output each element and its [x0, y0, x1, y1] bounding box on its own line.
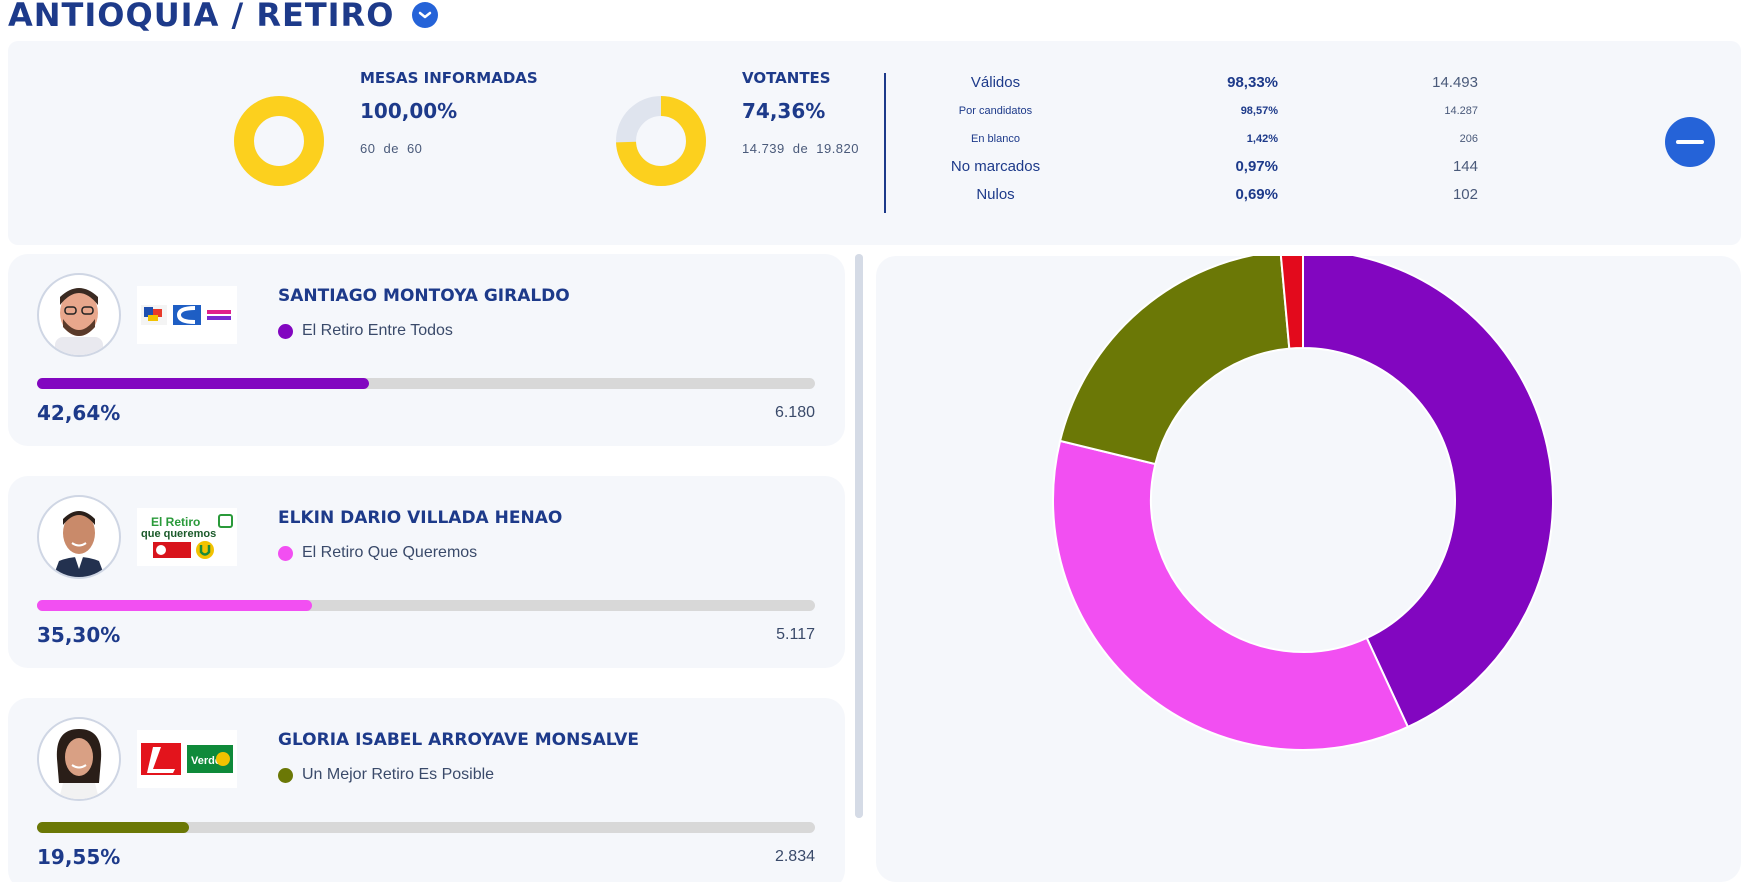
breakdown-votes: 206 [1459, 133, 1478, 145]
party-logo: El Retiro que queremos [137, 508, 237, 566]
party-color-dot [278, 545, 293, 561]
divider [884, 73, 886, 213]
logo-text: El Retiro [151, 515, 200, 529]
vote-share-fill [37, 822, 190, 833]
chevron-down-icon [419, 11, 432, 19]
candidate-party: El Retiro Entre Todos [278, 322, 453, 340]
results-chart-panel [876, 256, 1741, 882]
breakdown-label: En blanco [971, 133, 1020, 145]
mesas-ring-chart [234, 96, 324, 186]
candidate-party: Un Mejor Retiro Es Posible [278, 766, 494, 784]
votantes-total: 19.820 [816, 141, 859, 156]
coalition-logos-icon [141, 305, 233, 325]
breakdown-votes: 14.493 [1432, 74, 1478, 91]
party-logo [137, 286, 237, 344]
candidate-photo-icon [53, 511, 105, 577]
votantes-stat: VOTANTES 74,36% 14.739 de 19.820 [742, 69, 867, 156]
donut-slice-2[interactable] [1058, 256, 1291, 466]
votantes-ring-chart [616, 96, 706, 186]
breakdown-label: Válidos [970, 74, 1021, 91]
scrollbar-thumb[interactable] [855, 254, 863, 818]
el-retiro-que-queremos-logo-icon: El Retiro que queremos [141, 514, 233, 559]
candidate-name: ELKIN DARIO VILLADA HENAO [278, 508, 563, 528]
page-title: ANTIOQUIA / RETIRO [8, 0, 395, 34]
logo-text: que queremos [141, 528, 216, 540]
breakdown-pct: 98,57% [1240, 105, 1278, 117]
mesas-percent: 100,00% [360, 99, 458, 123]
candidate-percent: 42,64% [37, 401, 121, 425]
breakdown-row-candidatos: Por candidatos 98,57% 14.287 [908, 97, 1488, 125]
candidate-photo-icon [55, 288, 103, 355]
candidate-name: SANTIAGO MONTOYA GIRALDO [278, 286, 570, 306]
breakdown-row-blanco: En blanco 1,42% 206 [908, 125, 1488, 153]
breakdown-label: Nulos [976, 186, 1015, 203]
breakdown-row-validos: Válidos 98,33% 14.493 [908, 69, 1488, 97]
donut-slice-0[interactable] [1302, 256, 1554, 729]
votes-breakdown-table: Válidos 98,33% 14.493 Por candidatos 98,… [908, 69, 1488, 209]
party-logo: Verde [137, 730, 237, 788]
party-color-dot [278, 323, 293, 339]
candidate-votes: 5.117 [776, 626, 815, 643]
mesas-of-label: de [383, 141, 399, 156]
candidate-card[interactable]: El Retiro que queremos ELKIN DARIO VILLA… [8, 476, 845, 668]
collapse-summary-button[interactable] [1665, 117, 1715, 167]
vote-share-bar [37, 822, 815, 833]
mesas-count: 60 de 60 [360, 141, 538, 156]
breakdown-label: No marcados [950, 158, 1041, 175]
candidate-list: SANTIAGO MONTOYA GIRALDO El Retiro Entre… [8, 254, 845, 882]
mesas-total: 60 [406, 141, 423, 156]
votantes-count: 14.739 de 19.820 [742, 141, 867, 156]
avatar [37, 273, 121, 357]
title-bar: ANTIOQUIA / RETIRO [8, 0, 439, 34]
party-name: Un Mejor Retiro Es Posible [302, 766, 495, 783]
breakdown-pct: 98,33% [1227, 74, 1278, 91]
candidate-name: GLORIA ISABEL ARROYAVE MONSALVE [278, 730, 639, 750]
candidate-percent: 19,55% [37, 845, 121, 869]
avatar [37, 717, 121, 801]
votantes-percent: 74,36% [742, 99, 826, 123]
avatar [37, 495, 121, 579]
liberal-verde-logos-icon: Verde [141, 743, 233, 775]
breakdown-row-no-marcados: No marcados 0,97% 144 [908, 153, 1488, 181]
location-toggle-button[interactable] [412, 2, 439, 28]
breakdown-pct: 1,42% [1246, 133, 1278, 145]
candidate-card[interactable]: Verde GLORIA ISABEL ARROYAVE MONSALVE Un… [8, 698, 845, 882]
breakdown-pct: 0,97% [1235, 158, 1278, 175]
summary-panel: MESAS INFORMADAS 100,00% 60 de 60 VOTANTES… [8, 41, 1741, 245]
votantes-voted: 14.739 [742, 141, 785, 156]
votantes-of-label: de [792, 141, 809, 156]
breakdown-row-nulos: Nulos 0,69% 102 [908, 181, 1488, 209]
votantes-title: VOTANTES [742, 69, 831, 87]
candidate-list-scrollbar[interactable] [855, 254, 863, 818]
breakdown-votes: 14.287 [1444, 105, 1478, 117]
breakdown-pct: 0,69% [1235, 186, 1278, 203]
vote-share-fill [37, 378, 369, 389]
party-color-dot [278, 767, 293, 783]
breakdown-votes: 144 [1452, 158, 1478, 175]
breakdown-label: Por candidatos [958, 105, 1033, 117]
vote-share-fill [37, 600, 312, 611]
vote-share-bar [37, 600, 815, 611]
mesas-reported: 60 [360, 141, 376, 156]
candidate-party: El Retiro Que Queremos [278, 544, 477, 562]
results-donut-chart [1052, 256, 1554, 751]
donut-slice-3[interactable] [1279, 256, 1304, 350]
mesas-title: MESAS INFORMADAS [360, 69, 538, 87]
breakdown-votes: 102 [1452, 186, 1478, 203]
donut-slice-1[interactable] [1052, 439, 1410, 751]
candidate-card[interactable]: SANTIAGO MONTOYA GIRALDO El Retiro Entre… [8, 254, 845, 446]
logo-text: Verde [191, 755, 221, 767]
vote-share-bar [37, 378, 815, 389]
candidate-votes: 2.834 [774, 848, 815, 865]
mesas-stat: MESAS INFORMADAS 100,00% 60 de 60 [360, 69, 538, 156]
party-name: El Retiro Entre Todos [302, 322, 453, 339]
minus-icon [1676, 140, 1704, 144]
candidate-votes: 6.180 [774, 404, 815, 421]
candidate-photo-icon [56, 729, 102, 799]
candidate-percent: 35,30% [37, 623, 121, 647]
party-name: El Retiro Que Queremos [302, 544, 478, 561]
